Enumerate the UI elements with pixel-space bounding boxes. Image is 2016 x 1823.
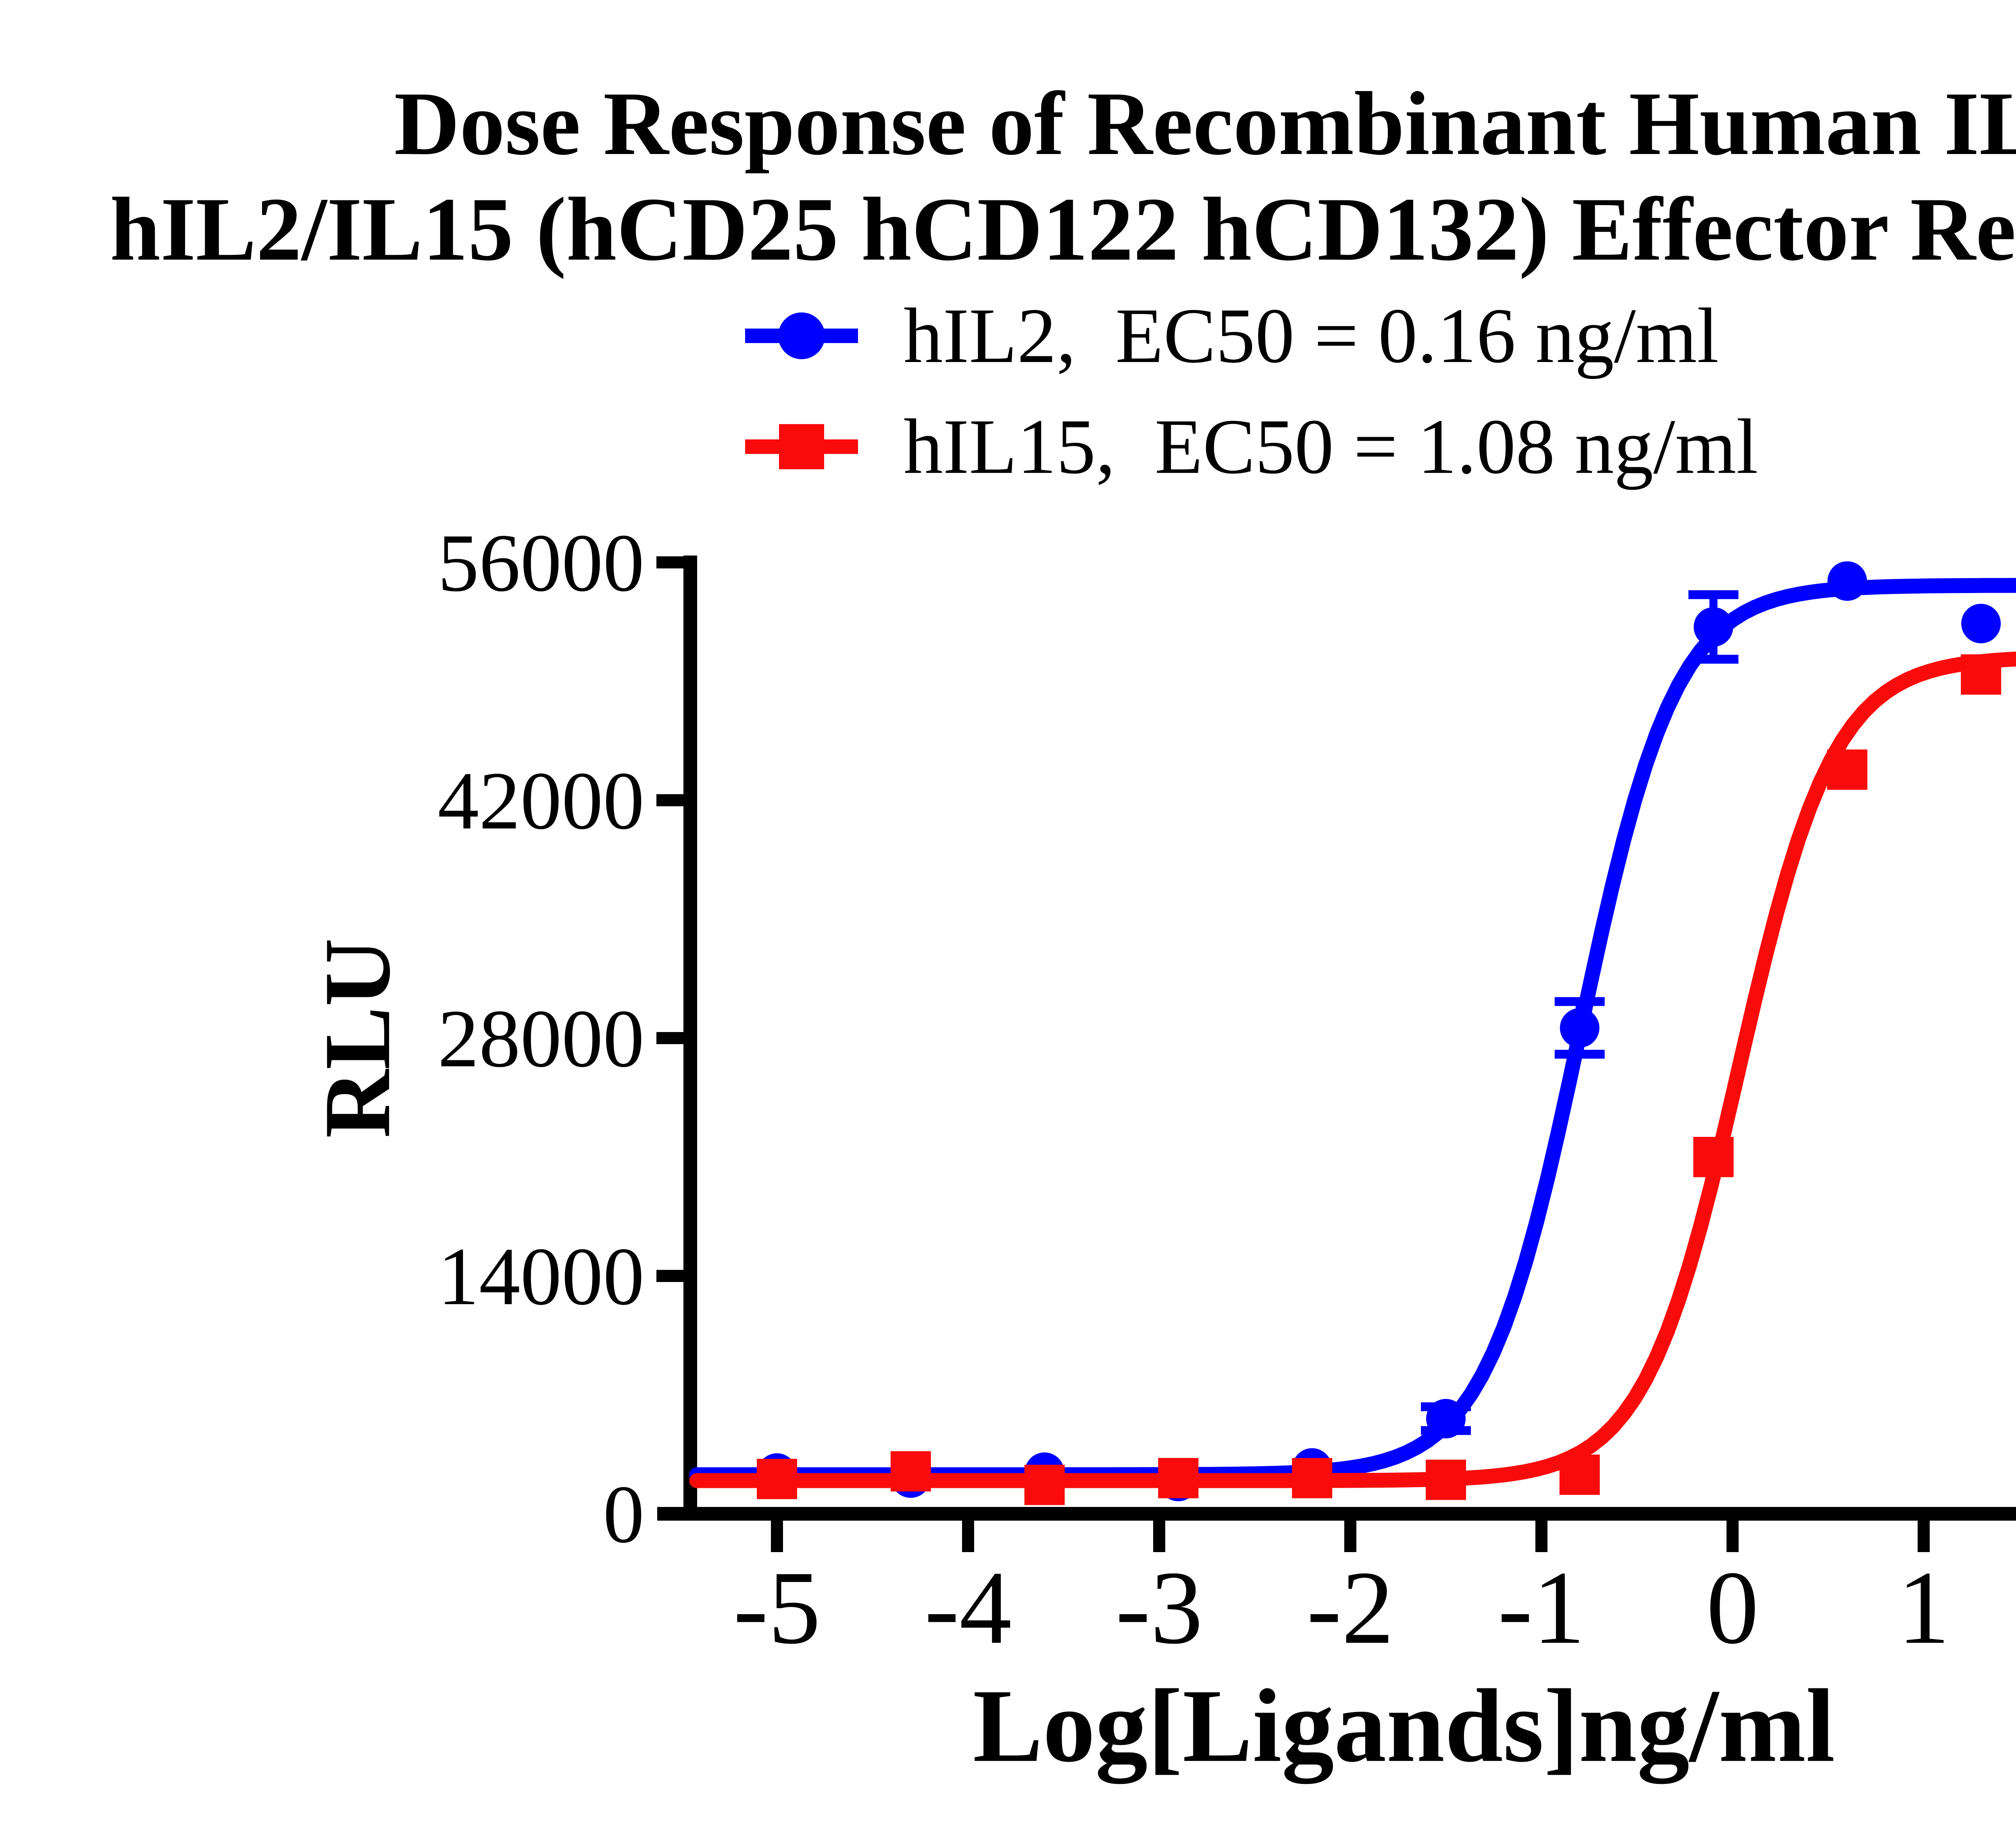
- x-tick-label: -3: [1116, 1550, 1203, 1666]
- hIL15-data-point: [1961, 654, 2001, 695]
- x-tick-label: 1: [1897, 1550, 1950, 1666]
- axes: [656, 556, 2016, 1552]
- fit-curves: [689, 578, 2016, 1488]
- hIL2-data-point: [1693, 607, 1733, 647]
- hIL15-data-point: [1559, 1455, 1600, 1495]
- hIL15-data-point: [1693, 1137, 1734, 1177]
- hIL15-data-point: [1024, 1465, 1065, 1505]
- legend-label-hIL15: hIL15, EC50 = 1.08 ng/ml: [904, 403, 1758, 490]
- hIL15-data-point: [757, 1459, 797, 1499]
- y-tick-label: 0: [603, 1469, 645, 1560]
- hIL15-data-point: [1292, 1458, 1333, 1498]
- hIL15-data-point: [890, 1451, 931, 1492]
- y-tick-label: 42000: [438, 755, 645, 847]
- legend-item-hIL2: hIL2, EC50 = 0.16 ng/ml: [743, 291, 1719, 381]
- hIL15-data-point: [1158, 1458, 1199, 1498]
- x-tick-label: -4: [925, 1550, 1012, 1666]
- hIL2-data-point: [1560, 1008, 1599, 1048]
- x-tick-label: -2: [1307, 1550, 1394, 1666]
- chart-title-line2: hIL2/IL15 (hCD25 hCD122 hCD132) Effector…: [110, 179, 2016, 279]
- legend-item-hIL15: hIL15, EC50 = 1.08 ng/ml: [743, 402, 1758, 492]
- hIL15-data-point: [1827, 749, 1868, 790]
- y-axis-title: RLU: [305, 938, 410, 1138]
- hIL15-data-point: [1426, 1459, 1466, 1500]
- y-tick-label: 14000: [438, 1231, 645, 1322]
- hIL15-curve: [689, 651, 2016, 1488]
- hIL15-legend-marker-icon: [745, 424, 858, 469]
- hIL2-curve: [689, 578, 2016, 1482]
- hIL2-data-point: [1426, 1399, 1466, 1438]
- chart-title: Dose Response of Recombinant Human IL2/I…: [0, 71, 2016, 282]
- y-tick-label: 56000: [438, 517, 645, 609]
- x-tick-label: -1: [1498, 1550, 1585, 1666]
- hIL2-legend-marker-icon: [745, 312, 858, 359]
- chart-title-line1: Dose Response of Recombinant Human IL2/I…: [394, 73, 2016, 174]
- x-tick-label: 0: [1706, 1550, 1759, 1666]
- data-points: [757, 561, 2001, 1505]
- x-tick-label: -5: [733, 1550, 821, 1666]
- x-axis-title: Log[Ligands]ng/ml: [973, 1668, 1835, 1786]
- y-tick-label: 28000: [438, 993, 645, 1084]
- hIL2-data-point: [1961, 604, 2001, 643]
- hIL2-data-point: [1827, 561, 1867, 601]
- legend-label-hIL2: hIL2, EC50 = 0.16 ng/ml: [904, 292, 1719, 379]
